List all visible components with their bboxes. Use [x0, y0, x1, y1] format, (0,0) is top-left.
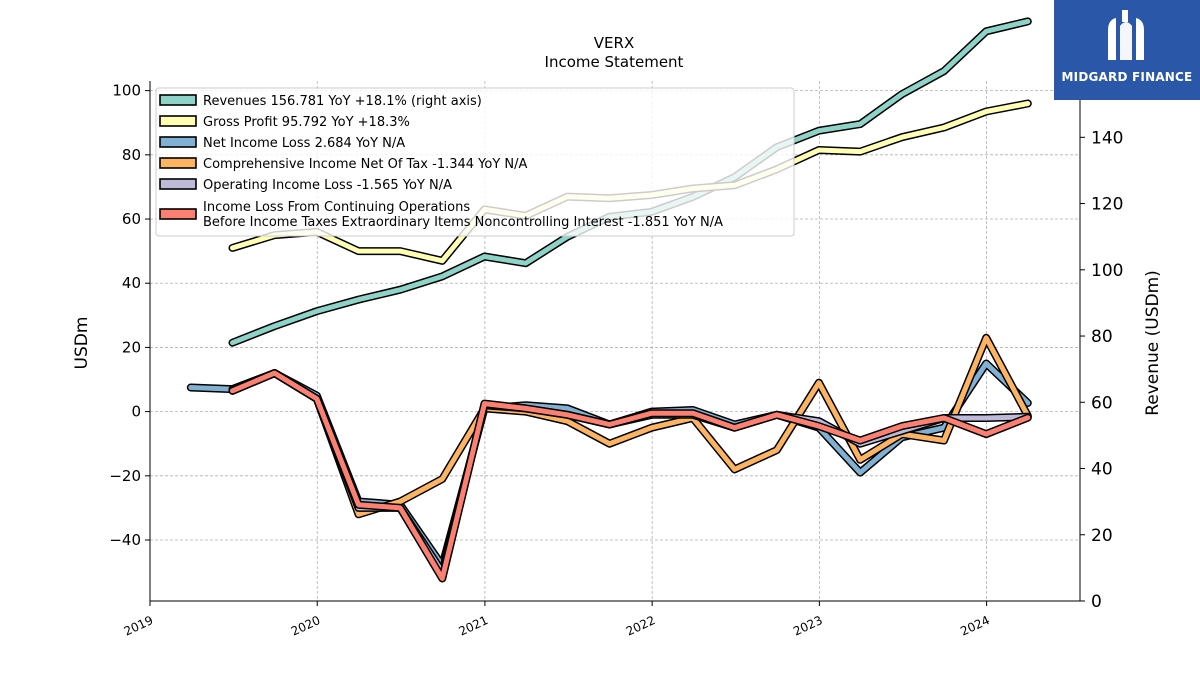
- series-line: [230, 335, 1031, 517]
- legend-box: [155, 87, 795, 237]
- chart-title: VERX: [594, 34, 634, 52]
- legend-label: Net Income Loss 2.684 YoY N/A: [203, 136, 405, 151]
- y-tick-label-left: 60: [122, 210, 141, 228]
- legend-swatch: [159, 136, 197, 148]
- y-tick-label-left: 40: [122, 274, 141, 292]
- legend-label: Gross Profit 95.792 YoY +18.3%: [203, 115, 410, 130]
- legend-swatch: [159, 115, 197, 127]
- y-tick-label-right: 40: [1091, 460, 1113, 480]
- x-tick-label: 2023: [791, 613, 825, 639]
- legend-swatch: [159, 94, 197, 106]
- y-axis-label-left: USDm: [72, 317, 92, 370]
- legend-swatch: [159, 208, 197, 220]
- series-outline: [228, 369, 1032, 577]
- y-tick-label-left: 20: [122, 338, 141, 356]
- series-line: [230, 370, 1031, 575]
- x-tick-label: 2020: [289, 613, 323, 639]
- legend-label: Comprehensive Income Net Of Tax -1.344 Y…: [203, 157, 528, 172]
- y-tick-label-right: 120: [1091, 195, 1123, 215]
- chart-subtitle: Income Statement: [545, 53, 684, 71]
- brand-name: MIDGARD FINANCE: [1061, 70, 1193, 84]
- legend: Revenues 156.781 YoY +18.1% (right axis)…: [155, 87, 795, 237]
- legend-label: Operating Income Loss -1.565 YoY N/A: [203, 178, 452, 193]
- series-line: [230, 370, 1031, 581]
- x-tick-label: 2021: [457, 613, 491, 639]
- y-tick-label-left: 100: [112, 82, 141, 100]
- legend-swatch: [159, 157, 197, 169]
- y-tick-label-right: 80: [1091, 327, 1113, 347]
- series-line: [188, 361, 1031, 569]
- y-tick-label-right: 0: [1091, 592, 1102, 612]
- midgard-logo-icon: [1108, 10, 1144, 60]
- y-axis-label-right: Revenue (USDm): [1143, 270, 1163, 416]
- axes: −40 −20 0 20 40 60 80 100 0 20 40 60 80 100 120 140 2019…: [109, 81, 1123, 639]
- legend-label: Income Loss From Continuing Operations Be…: [203, 200, 723, 230]
- y-tick-label-right: 100: [1091, 261, 1123, 281]
- y-tick-label-left: 80: [122, 146, 141, 164]
- y-tick-label-left: −40: [109, 531, 141, 549]
- y-tick-label-left: −20: [109, 467, 141, 485]
- midgard-finance-logo: MIDGARD FINANCE: [1054, 0, 1200, 100]
- x-tick-label: 2019: [122, 613, 156, 639]
- legend-label: Revenues 156.781 YoY +18.1% (right axis): [203, 94, 482, 109]
- y-tick-label-right: 140: [1091, 128, 1123, 148]
- y-tick-label-right: 60: [1091, 393, 1113, 413]
- x-tick-label: 2022: [624, 613, 658, 639]
- x-tick-label: 2024: [958, 613, 992, 639]
- legend-swatch: [159, 178, 197, 190]
- y-tick-label-left: 0: [131, 403, 141, 421]
- y-tick-label-right: 20: [1091, 526, 1113, 546]
